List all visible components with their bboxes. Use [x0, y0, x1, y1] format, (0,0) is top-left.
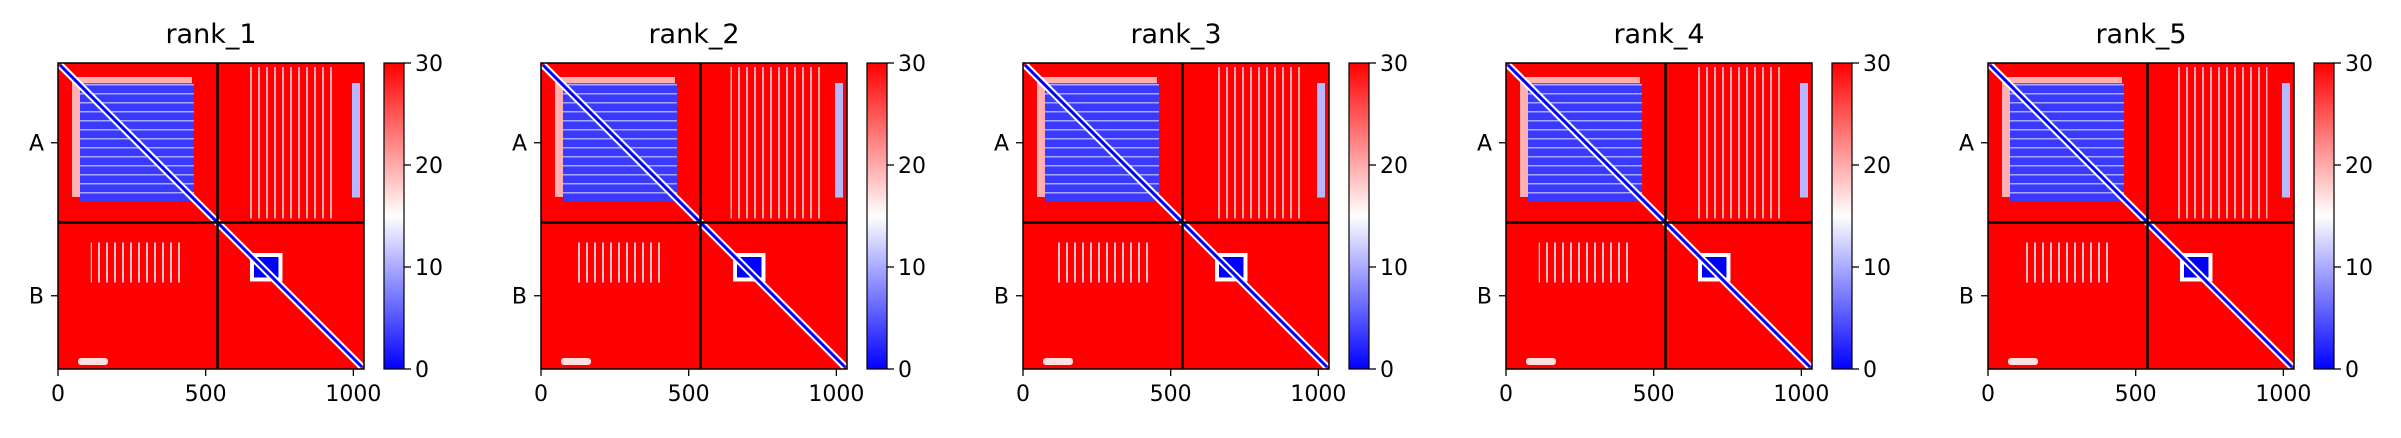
heatmap-spot-ba: [2008, 358, 2038, 365]
colorbar-tick-label: 30: [1380, 52, 1408, 77]
y-tick-label: B: [1959, 285, 1974, 310]
y-tick-label: B: [512, 285, 527, 310]
colorbar-tick-label: 0: [898, 358, 912, 383]
heatmap-stripes-ab: [247, 67, 338, 219]
y-tick-label: A: [994, 132, 1009, 157]
heatmap-stripes-ba: [1055, 242, 1148, 283]
colorbar-tick-label: 20: [898, 154, 926, 179]
colorbar-tick-label: 0: [1380, 358, 1394, 383]
heatmap-spot-ba: [78, 358, 108, 365]
y-tick-label: A: [1959, 132, 1974, 157]
heatmap-frame: [1022, 62, 1330, 370]
colorbar-tick-label: 20: [415, 154, 443, 179]
heatmap-panel: rank_5 0 500 1000 A B 0 10 20 30: [1959, 19, 2373, 407]
heatmap-edge-ab: [835, 83, 843, 198]
x-tick-label: 500: [185, 382, 227, 407]
heatmap-stripes-ba: [2020, 242, 2113, 283]
colorbar-tick-label: 10: [415, 256, 443, 281]
x-tick-label: 0: [1499, 382, 1513, 407]
heatmap-panel: rank_2 0 500 1000 A B 0 10 20 30: [512, 19, 926, 407]
heatmap-stripes-ba: [90, 242, 183, 283]
heatmap-diagonal: [541, 63, 847, 369]
heatmap-stripes-ab: [1212, 67, 1303, 219]
heatmap-diagonal: [1506, 63, 1812, 369]
colorbar-tick-label: 20: [1380, 154, 1408, 179]
heatmap-frame: [1987, 62, 2295, 370]
x-tick-label: 1000: [2255, 382, 2311, 407]
x-tick-label: 500: [1150, 382, 1192, 407]
x-tick-label: 500: [668, 382, 710, 407]
colorbar-tick-label: 10: [898, 256, 926, 281]
colorbar-tick-label: 30: [898, 52, 926, 77]
x-tick-label: 500: [1633, 382, 1675, 407]
heatmap-panel: rank_3 0 500 1000 A B 0 10 20 30: [994, 19, 1408, 407]
x-tick-label: 0: [1016, 382, 1030, 407]
x-tick-label: 0: [1981, 382, 1995, 407]
colorbar: [1348, 62, 1370, 370]
y-tick-label: B: [1477, 285, 1492, 310]
colorbar-tick-label: 10: [1863, 256, 1891, 281]
x-tick-label: 1000: [1773, 382, 1829, 407]
x-tick-label: 1000: [1290, 382, 1346, 407]
heatmap-edge-ab: [1800, 83, 1808, 198]
heatmap-frame: [540, 62, 848, 370]
y-tick-label: B: [29, 285, 44, 310]
heatmap-stripes-ab: [2177, 67, 2268, 219]
heatmap-spot-ba: [1043, 358, 1073, 365]
colorbar-tick-label: 20: [1863, 154, 1891, 179]
y-tick-label: A: [512, 132, 527, 157]
colorbar-tick-label: 0: [415, 358, 429, 383]
panel-title: rank_3: [1130, 19, 1221, 50]
y-tick-label: A: [1477, 132, 1492, 157]
heatmap-frame: [1505, 62, 1813, 370]
heatmap-stripes-ab: [730, 67, 821, 219]
heatmap-spot-ba: [1526, 358, 1556, 365]
colorbar-tick-label: 30: [2345, 52, 2373, 77]
y-tick-label: B: [994, 285, 1009, 310]
heatmap-diagonal: [58, 63, 364, 369]
colorbar: [866, 62, 888, 370]
colorbar-tick-label: 10: [2345, 256, 2373, 281]
panel-title: rank_4: [1613, 19, 1704, 50]
heatmap-panel: rank_4 0 500 1000 A B 0 10 20 30: [1477, 19, 1891, 407]
heatmap-frame: [57, 62, 365, 370]
heatmap-edge-ab: [2282, 83, 2290, 198]
x-tick-label: 1000: [808, 382, 864, 407]
heatmap-panel: rank_1 0 500 1000 A B 0 10 20 30: [29, 19, 443, 407]
x-tick-label: 500: [2115, 382, 2157, 407]
heatmap-edge-ab: [1317, 83, 1325, 198]
heatmap-stripes-ba: [573, 242, 666, 283]
x-tick-label: 1000: [325, 382, 381, 407]
colorbar: [383, 62, 405, 370]
colorbar-tick-label: 0: [2345, 358, 2359, 383]
heatmap-edge-ab: [352, 83, 360, 198]
heatmap-stripes-ab: [1695, 67, 1786, 219]
colorbar: [1831, 62, 1853, 370]
y-tick-label: A: [29, 132, 44, 157]
heatmap-diagonal: [1023, 63, 1329, 369]
colorbar-tick-label: 10: [1380, 256, 1408, 281]
heatmap-diagonal: [1988, 63, 2294, 369]
heatmap-stripes-ba: [1538, 242, 1631, 283]
heatmap-spot-ba: [561, 358, 591, 365]
colorbar-tick-label: 30: [415, 52, 443, 77]
panel-title: rank_1: [165, 19, 256, 50]
colorbar-tick-label: 20: [2345, 154, 2373, 179]
panel-title: rank_2: [648, 19, 739, 50]
panel-title: rank_5: [2095, 19, 2186, 50]
x-tick-label: 0: [534, 382, 548, 407]
x-tick-label: 0: [51, 382, 65, 407]
colorbar-tick-label: 30: [1863, 52, 1891, 77]
colorbar: [2313, 62, 2335, 370]
colorbar-tick-label: 0: [1863, 358, 1877, 383]
